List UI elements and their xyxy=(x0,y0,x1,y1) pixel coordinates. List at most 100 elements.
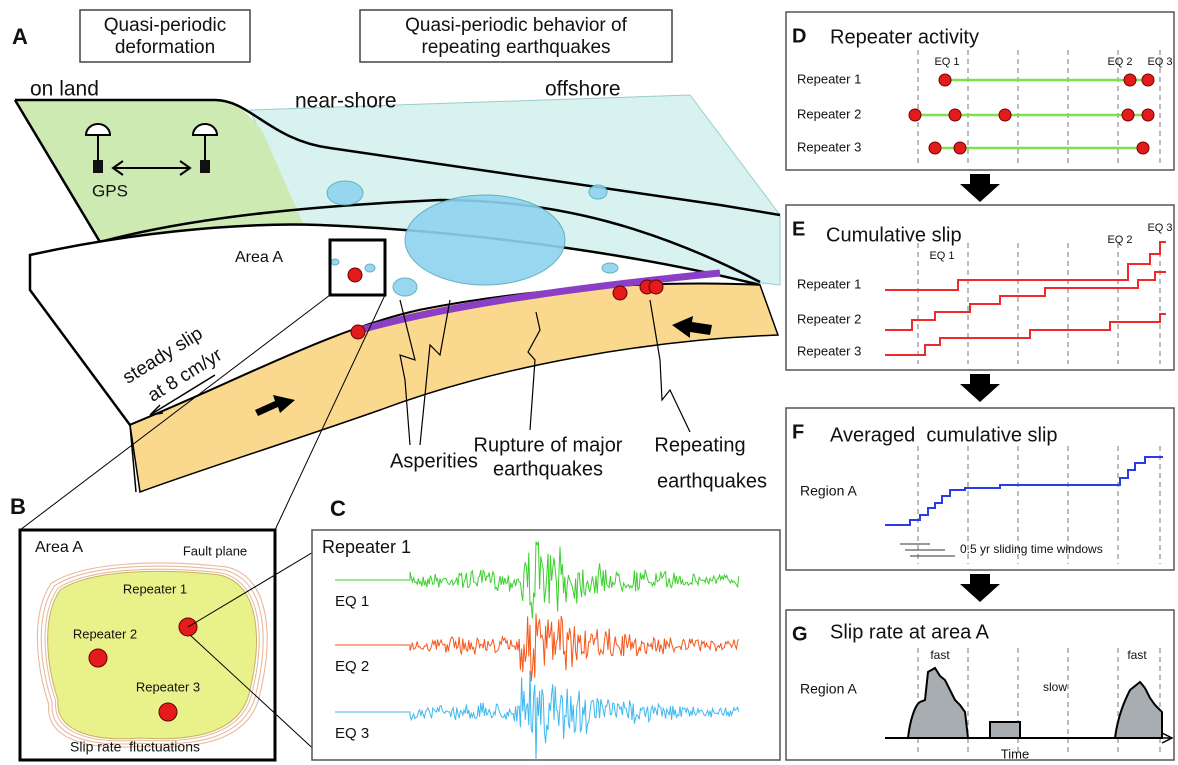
fast-label: fast xyxy=(1127,648,1147,662)
asperity xyxy=(588,184,608,200)
event-label: EQ 3 xyxy=(335,725,369,742)
event-label: EQ 2 xyxy=(335,658,369,675)
averaged-slip xyxy=(885,456,1163,526)
event-label: EQ 1 xyxy=(929,250,954,262)
panel-label: A xyxy=(12,24,28,49)
asperity xyxy=(326,180,364,206)
time-axis xyxy=(885,732,1174,744)
note: 0.5 yr sliding time windows xyxy=(960,542,1103,556)
slip-step xyxy=(885,271,1166,331)
gps-arrow xyxy=(111,160,192,176)
gps-base xyxy=(93,160,103,173)
panel-title: Area A xyxy=(35,539,83,556)
box-text: Quasi-periodic xyxy=(104,15,227,36)
panel-title: Repeater 1 xyxy=(322,537,411,557)
rupture-zone xyxy=(359,269,721,334)
event-label: EQ 1 xyxy=(335,593,369,610)
slip-arrow xyxy=(149,374,216,416)
repeater-label: Repeater 2 xyxy=(73,626,137,641)
flow-arrow xyxy=(960,374,1000,402)
axis-label: Time xyxy=(1001,746,1029,761)
block-arrow xyxy=(255,395,295,416)
row-label: Repeater 2 xyxy=(797,106,861,121)
event-dot xyxy=(908,108,922,122)
row-label: Repeater 1 xyxy=(797,276,861,291)
pointer xyxy=(527,311,541,431)
panel-title: Cumulative slip xyxy=(826,224,962,246)
event-label: EQ 3 xyxy=(1147,56,1172,68)
panel-label: B xyxy=(10,494,26,519)
box-text: deformation xyxy=(115,37,215,58)
waveform xyxy=(335,670,740,761)
event-label: EQ 2 xyxy=(1107,234,1132,246)
window-marks xyxy=(900,543,955,557)
area-label: Area A xyxy=(235,249,283,266)
panel-title: Averaged cumulative slip xyxy=(830,424,1058,446)
event-dot xyxy=(1123,73,1137,87)
caption: earthquakes xyxy=(657,470,767,492)
slab-edge xyxy=(129,424,137,493)
row-label: Repeater 3 xyxy=(797,343,861,358)
gps-antenna xyxy=(84,123,112,136)
asperity xyxy=(601,262,619,274)
caption: Repeating xyxy=(654,434,745,456)
earthquake-dot xyxy=(350,324,366,340)
caption: Slip rate fluctuations xyxy=(70,739,200,755)
event-dot xyxy=(948,108,962,122)
row-label: Repeater 2 xyxy=(797,311,861,326)
pointer xyxy=(649,299,691,433)
row-label: Repeater 3 xyxy=(797,139,861,154)
asperity xyxy=(404,194,566,286)
region-label: offshore xyxy=(545,78,621,101)
panel-frame xyxy=(785,11,1175,171)
label-box xyxy=(359,9,673,63)
area-box xyxy=(328,238,387,297)
fast-label: fast xyxy=(930,648,950,662)
event-dot xyxy=(1121,108,1135,122)
row-label: Region A xyxy=(800,483,857,499)
repeater-label: Repeater 3 xyxy=(136,679,200,694)
flow-arrow xyxy=(960,574,1000,602)
asperity xyxy=(364,263,376,273)
event-dot xyxy=(938,73,952,87)
zoom-line xyxy=(19,294,386,531)
event-dot xyxy=(928,141,942,155)
panel-label: G xyxy=(792,623,808,645)
slip-step xyxy=(885,241,1166,291)
fault-patch xyxy=(47,570,257,740)
waveform xyxy=(335,613,740,682)
fault-plane-label: Fault plane xyxy=(183,543,247,558)
panel-frame xyxy=(785,609,1175,761)
region-label: on land xyxy=(30,78,99,101)
earthquake-dot xyxy=(347,267,363,283)
gps-base xyxy=(200,160,210,173)
flow-arrow xyxy=(960,174,1000,202)
box-text: repeating earthquakes xyxy=(421,37,610,58)
waveform xyxy=(335,541,740,619)
event-dot xyxy=(998,108,1012,122)
slip-step xyxy=(885,313,1166,356)
panel-label: E xyxy=(792,218,805,240)
region-label: near-shore xyxy=(295,90,397,113)
caption: Rupture of major xyxy=(474,434,623,456)
asperity xyxy=(392,277,418,297)
earthquake-dot xyxy=(612,285,628,301)
repeater-label: Repeater 1 xyxy=(123,581,187,596)
slow-label: slow xyxy=(1043,680,1067,694)
gps-antenna xyxy=(191,123,219,136)
repeater-dot xyxy=(88,648,108,668)
row-label: Region A xyxy=(800,681,857,697)
panel-label: F xyxy=(792,421,804,443)
slab-side xyxy=(129,282,780,494)
event-dot xyxy=(953,141,967,155)
contour xyxy=(36,562,268,748)
sea-floor-line xyxy=(13,99,761,284)
block-arrow xyxy=(672,316,712,338)
event-label: EQ 1 xyxy=(934,56,959,68)
earthquake-dot xyxy=(648,279,664,295)
label-box xyxy=(79,9,251,63)
event-dot xyxy=(1136,141,1150,155)
panel-title: Slip rate at area A xyxy=(830,621,990,643)
panel-label: C xyxy=(330,496,346,521)
